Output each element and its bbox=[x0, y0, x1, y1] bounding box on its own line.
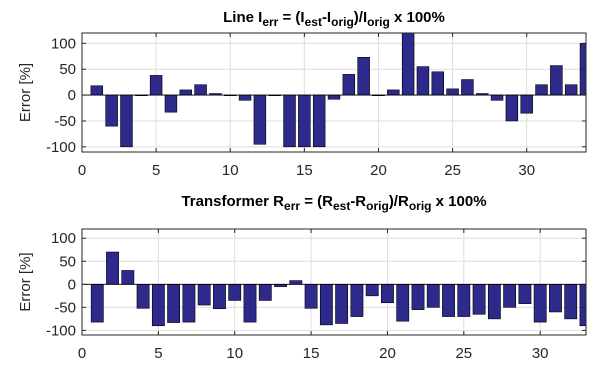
y-tick-label: -50 bbox=[54, 299, 76, 316]
chart-title: Line Ierr = (Iest-Iorig)/Iorig x 100% bbox=[223, 9, 445, 29]
x-tick-label: 25 bbox=[444, 162, 461, 179]
bar bbox=[164, 94, 178, 113]
x-tick-label: 0 bbox=[78, 345, 86, 362]
x-tick-label: 5 bbox=[154, 345, 162, 362]
bar bbox=[136, 284, 150, 309]
y-axis-label: Error [%] bbox=[17, 252, 34, 311]
bar bbox=[350, 284, 364, 317]
bar bbox=[416, 66, 430, 96]
bar bbox=[238, 94, 252, 101]
x-tick-label: 5 bbox=[152, 162, 160, 179]
bar bbox=[312, 94, 326, 148]
bar bbox=[518, 284, 532, 304]
bar bbox=[121, 270, 135, 285]
axes-frame bbox=[81, 32, 587, 153]
bar bbox=[357, 57, 370, 96]
bar bbox=[446, 88, 459, 96]
bar bbox=[258, 284, 272, 301]
bar bbox=[550, 65, 563, 96]
y-tick-label: -100 bbox=[46, 322, 76, 339]
chart-title: Transformer Rerr = (Rest-Rorig)/Rorig x … bbox=[181, 193, 486, 213]
bar bbox=[120, 94, 133, 148]
y-tick-label: 50 bbox=[59, 61, 76, 78]
bar bbox=[461, 79, 474, 96]
bar bbox=[431, 71, 444, 96]
x-tick-label: 20 bbox=[379, 345, 396, 362]
bar bbox=[182, 284, 196, 323]
bar bbox=[457, 284, 471, 317]
x-tick-label: 0 bbox=[78, 162, 86, 179]
chart-line-error: 0 5 10 15 20 25 30 100 50 0 -50 -100 Error [%] Line I… bbox=[17, 9, 587, 179]
bar bbox=[426, 284, 440, 308]
bar bbox=[194, 84, 207, 96]
bar bbox=[505, 94, 519, 122]
y-axis-label: Error [%] bbox=[17, 63, 34, 122]
bar bbox=[396, 284, 410, 322]
x-tick-label: 30 bbox=[532, 345, 549, 362]
bar bbox=[228, 284, 242, 301]
bar bbox=[520, 94, 533, 114]
bars bbox=[90, 251, 586, 327]
bar bbox=[90, 85, 104, 96]
bars bbox=[90, 33, 586, 148]
bar bbox=[490, 94, 504, 101]
x-tick-label: 15 bbox=[296, 162, 313, 179]
x-tick-label: 15 bbox=[303, 345, 320, 362]
bar bbox=[289, 280, 303, 285]
y-tick-label: 0 bbox=[68, 87, 76, 104]
bar bbox=[304, 284, 318, 309]
bar bbox=[549, 284, 562, 313]
x-tick-label: 25 bbox=[455, 345, 472, 362]
bar bbox=[151, 284, 165, 327]
bar bbox=[243, 284, 257, 323]
bar bbox=[213, 284, 226, 310]
bar bbox=[401, 33, 415, 96]
plot-area bbox=[82, 229, 586, 335]
bar bbox=[197, 284, 211, 306]
plot-area bbox=[82, 33, 586, 152]
chart-transformer-error: 0 5 10 15 20 25 30 100 50 0 -50 -100 Error [%] Transf… bbox=[17, 193, 587, 362]
bar bbox=[253, 94, 267, 145]
y-tick-label: -50 bbox=[54, 113, 76, 130]
bar bbox=[535, 84, 548, 96]
bar bbox=[327, 94, 341, 100]
bar bbox=[106, 251, 119, 285]
y-tick-label: 100 bbox=[51, 35, 76, 52]
x-tick-label: 30 bbox=[518, 162, 535, 179]
bar bbox=[342, 74, 356, 96]
bar bbox=[564, 84, 578, 96]
y-tick-label: 50 bbox=[59, 253, 76, 270]
axes-frame bbox=[81, 228, 587, 336]
bar bbox=[564, 284, 578, 320]
bar bbox=[319, 284, 333, 326]
bar bbox=[381, 284, 394, 304]
bar bbox=[298, 94, 311, 148]
bar bbox=[365, 284, 379, 297]
y-tick-label: 100 bbox=[51, 230, 76, 247]
bar bbox=[487, 284, 501, 320]
bar bbox=[179, 89, 192, 96]
bar bbox=[442, 284, 455, 317]
bar bbox=[105, 94, 118, 127]
bar bbox=[335, 284, 349, 324]
x-tick-label: 10 bbox=[226, 345, 243, 362]
y-tick-label: 0 bbox=[68, 276, 76, 293]
x-tick-label: 10 bbox=[222, 162, 239, 179]
x-tick-label: 20 bbox=[370, 162, 387, 179]
bar bbox=[90, 284, 104, 323]
bar bbox=[579, 284, 586, 327]
bar bbox=[387, 89, 400, 96]
bar bbox=[283, 94, 296, 148]
y-tick-label: -100 bbox=[46, 139, 76, 156]
bar bbox=[472, 284, 486, 315]
bar bbox=[149, 75, 163, 96]
bar bbox=[533, 284, 547, 323]
bar bbox=[167, 284, 181, 323]
bar bbox=[411, 284, 425, 310]
bar bbox=[503, 284, 517, 308]
